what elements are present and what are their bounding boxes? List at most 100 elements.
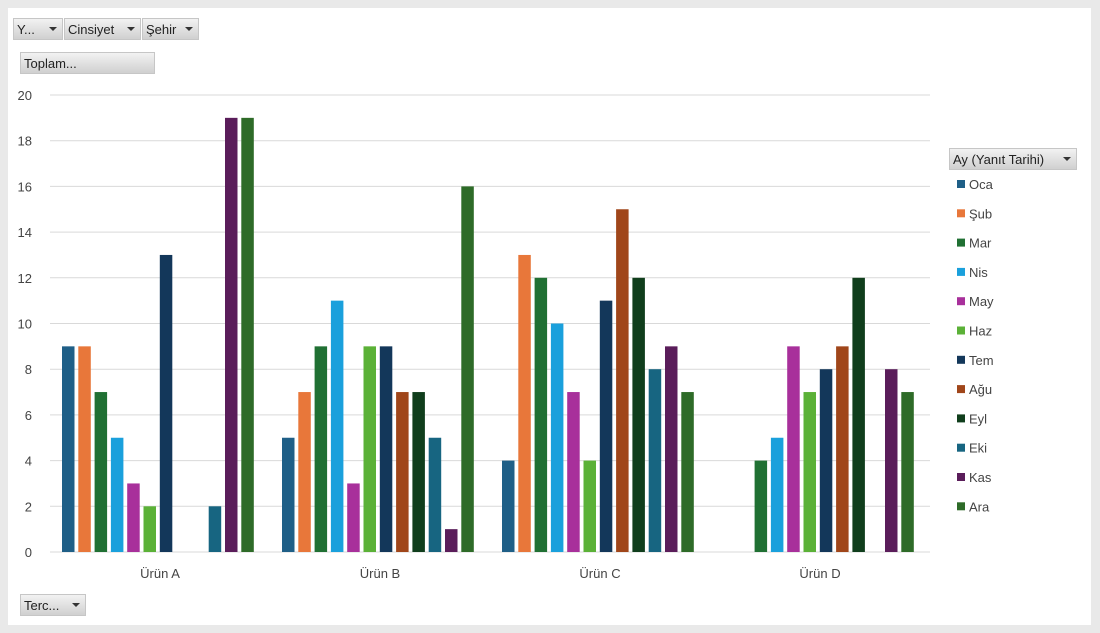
bar xyxy=(241,117,254,552)
bar xyxy=(599,300,613,552)
legend-field-button[interactable]: Ay (Yanıt Tarihi) xyxy=(949,148,1077,170)
legend-swatch xyxy=(957,267,965,276)
y-tick-label: 2 xyxy=(25,499,32,514)
legend-swatch xyxy=(957,443,965,452)
y-tick-label: 12 xyxy=(18,271,32,286)
legend-swatch xyxy=(957,355,965,364)
city-filter-label: Şehir xyxy=(146,21,177,37)
bar xyxy=(681,392,694,552)
legend-label: Eki xyxy=(969,441,987,456)
bar xyxy=(803,392,816,552)
x-category-label: Ürün C xyxy=(579,566,620,581)
y-tick-label: 4 xyxy=(25,454,32,469)
x-category-label: Ürün B xyxy=(360,566,400,581)
legend-label: Ara xyxy=(969,499,990,514)
bar xyxy=(347,483,360,552)
legend-label: Şub xyxy=(969,206,992,221)
bar xyxy=(78,346,91,552)
y-tick-label: 0 xyxy=(25,545,32,560)
bar xyxy=(550,323,564,552)
bar xyxy=(110,437,124,552)
legend-swatch xyxy=(957,297,965,306)
y-tick-label: 10 xyxy=(18,317,32,332)
y-tick-label: 20 xyxy=(18,88,32,103)
bar xyxy=(445,529,458,552)
x-category-label: Ürün A xyxy=(140,566,180,581)
legend-label: Eyl xyxy=(969,411,987,426)
bar xyxy=(159,254,173,552)
bar xyxy=(648,369,662,552)
year-filter-label: Y... xyxy=(17,21,35,37)
y-tick-label: 14 xyxy=(18,225,32,240)
legend-field-label: Ay (Yanıt Tarihi) xyxy=(953,151,1045,167)
legend-swatch xyxy=(957,414,965,423)
bar xyxy=(62,346,75,552)
bar xyxy=(836,346,849,552)
bar xyxy=(282,437,295,552)
gender-filter-label: Cinsiyet xyxy=(68,21,115,37)
bar xyxy=(754,460,768,552)
y-tick-label: 18 xyxy=(18,134,32,149)
bar xyxy=(787,346,800,552)
legend-label: Haz xyxy=(969,324,992,339)
bar xyxy=(534,277,548,552)
legend-swatch xyxy=(957,473,965,481)
dropdown-arrow-icon xyxy=(127,27,135,31)
bar xyxy=(94,392,108,552)
bar xyxy=(852,277,865,552)
bar xyxy=(363,346,376,552)
bar xyxy=(428,437,442,552)
dropdown-arrow-icon xyxy=(1063,157,1071,161)
dropdown-arrow-icon xyxy=(49,27,57,31)
legend-swatch xyxy=(957,209,965,218)
legend-label: Oca xyxy=(969,177,994,192)
dropdown-arrow-icon xyxy=(72,603,80,607)
bar xyxy=(616,209,629,552)
bar xyxy=(225,117,238,552)
legend-swatch xyxy=(957,502,965,511)
y-tick-label: 8 xyxy=(25,362,32,377)
bar xyxy=(396,392,409,552)
dropdown-arrow-icon xyxy=(185,27,193,31)
bar xyxy=(502,460,515,552)
legend-swatch xyxy=(957,326,965,335)
bar xyxy=(819,369,833,552)
bar xyxy=(330,300,344,552)
bar xyxy=(314,346,328,552)
values-field-button[interactable]: Toplam... xyxy=(20,52,155,74)
bar xyxy=(770,437,784,552)
legend-label: Kas xyxy=(969,470,992,485)
legend-swatch xyxy=(957,180,965,188)
bar xyxy=(412,392,425,552)
legend-label: Tem xyxy=(969,353,994,368)
city-filter-button[interactable]: Şehir xyxy=(142,18,199,40)
legend-swatch xyxy=(957,385,965,394)
row-field-label: Terc... xyxy=(24,597,60,613)
legend-label: Mar xyxy=(969,236,992,251)
y-tick-label: 16 xyxy=(18,179,32,194)
bar xyxy=(665,346,678,552)
bar xyxy=(901,392,914,552)
bar xyxy=(632,277,645,552)
legend-label: May xyxy=(969,294,994,309)
bar xyxy=(885,369,898,552)
y-tick-label: 6 xyxy=(25,408,32,423)
legend-swatch xyxy=(957,238,965,247)
bar xyxy=(461,186,474,552)
bar xyxy=(298,392,311,552)
row-field-button[interactable]: Terc... xyxy=(20,594,86,616)
bar xyxy=(127,483,140,552)
bar xyxy=(379,346,393,552)
gender-filter-button[interactable]: Cinsiyet xyxy=(64,18,141,40)
bar xyxy=(518,254,531,552)
bar xyxy=(143,506,156,552)
bar xyxy=(583,460,596,552)
values-field-label: Toplam... xyxy=(24,55,77,71)
legend-label: Nis xyxy=(969,265,988,280)
legend-label: Ağu xyxy=(969,382,992,397)
bar xyxy=(208,506,222,552)
year-filter-button[interactable]: Y... xyxy=(13,18,63,40)
bar xyxy=(567,392,580,552)
x-category-label: Ürün D xyxy=(799,566,840,581)
